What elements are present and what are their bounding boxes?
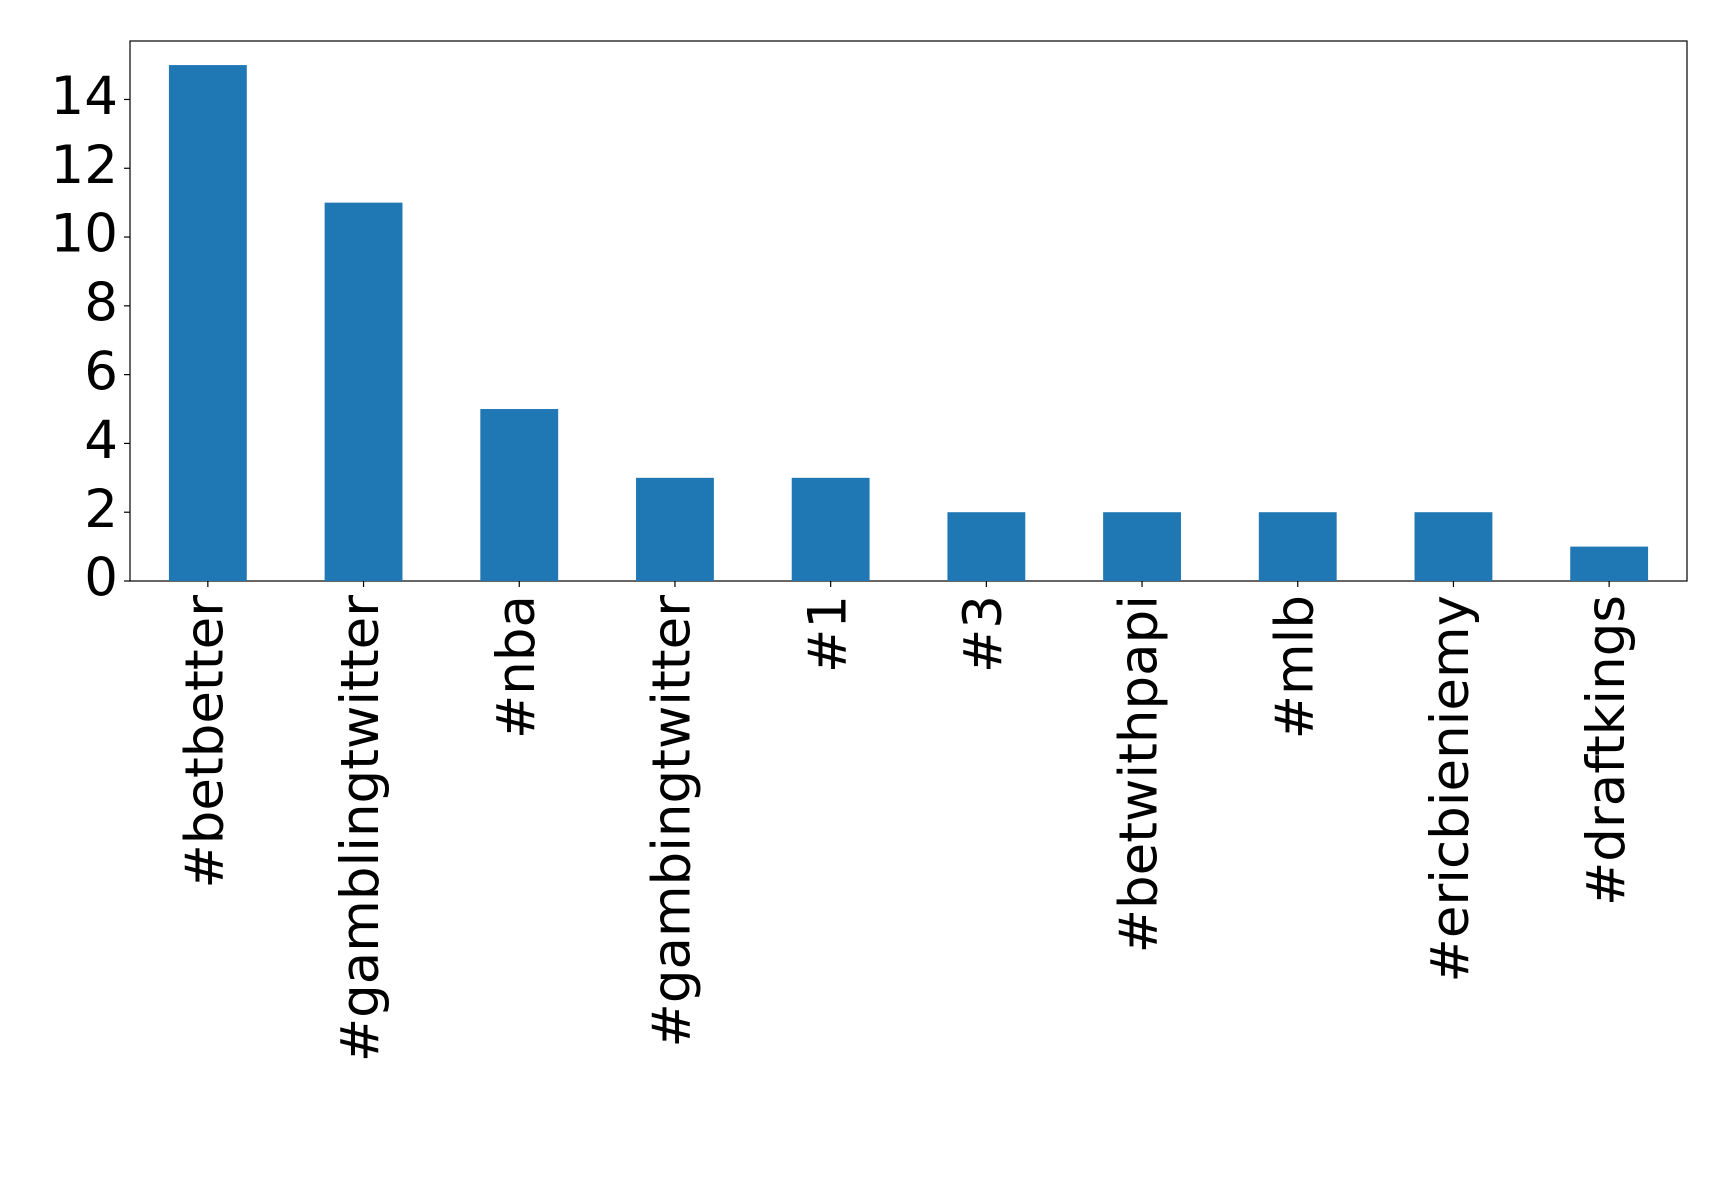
bar: [947, 512, 1026, 581]
y-tick-label: 4: [84, 410, 118, 471]
x-tick-label: #1: [797, 595, 858, 673]
x-tick-label: #gambingtwitter: [642, 595, 703, 1048]
x-tick-label: #nba: [486, 595, 547, 739]
x-tick-label: #draftkings: [1576, 595, 1637, 906]
bar: [1570, 546, 1649, 581]
y-tick-label: 10: [51, 204, 118, 265]
y-tick-label: 14: [51, 66, 118, 127]
bar: [791, 477, 870, 581]
x-tick-label: #3: [953, 595, 1014, 673]
bar: [168, 65, 247, 582]
y-tick-label: 2: [84, 479, 118, 540]
x-tick-label: #mlb: [1264, 595, 1325, 739]
plot-frame: [129, 40, 1688, 582]
y-tick-label: 8: [84, 272, 118, 333]
bar: [1258, 512, 1337, 581]
bar: [324, 202, 403, 581]
bar: [1103, 512, 1181, 581]
x-tick-label: #ericbieniemy: [1420, 595, 1481, 983]
bar: [480, 409, 559, 581]
x-tick-label: #betwithpapi: [1109, 595, 1170, 953]
bar: [1414, 512, 1493, 581]
y-tick-label: 0: [84, 548, 118, 609]
y-tick-label: 6: [84, 341, 118, 402]
bar: [636, 477, 714, 581]
x-tick-label: #betbetter: [174, 595, 235, 889]
y-tick-label: 12: [51, 135, 118, 196]
x-tick-label: #gamblingtwitter: [330, 595, 391, 1063]
